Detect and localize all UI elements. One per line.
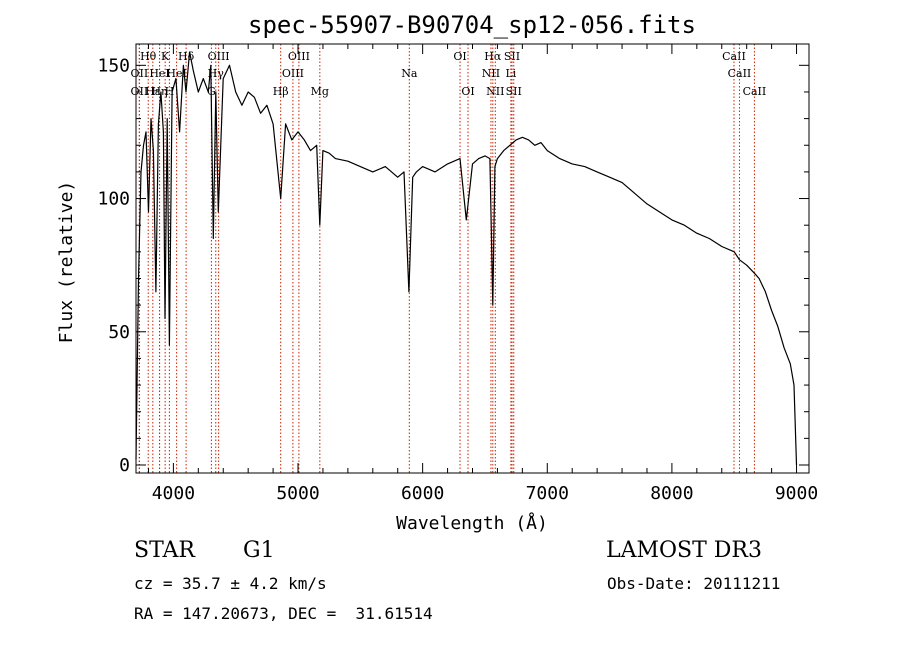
marker-label-6: K — [161, 50, 170, 63]
chart-title: spec-55907-B90704_sp12-056.fits — [248, 11, 696, 39]
marker-label-22: NII — [486, 85, 504, 98]
y-axis-label: Flux (relative) — [56, 181, 77, 344]
marker-label-14: OIII — [288, 50, 310, 63]
marker-label-28: CaII — [743, 85, 767, 98]
marker-label-19: OI — [461, 85, 474, 98]
x-tick-label-3: 7000 — [526, 483, 569, 504]
marker-label-23: SII — [504, 50, 520, 63]
marker-label-27: CaII — [728, 67, 752, 80]
marker-label-24: Li — [505, 67, 516, 80]
marker-label-26: CaII — [722, 50, 746, 63]
y-tick-label-2: 100 — [97, 189, 130, 210]
marker-label-3: Hε — [145, 85, 161, 98]
marker-label-15: OIII — [282, 67, 304, 80]
marker-label-10: OIII — [208, 50, 230, 63]
marker-label-0: Hθ — [140, 50, 157, 63]
y-tick-label-3: 150 — [97, 55, 130, 76]
survey-name: LAMOST DR3 — [606, 538, 762, 563]
marker-label-18: OI — [453, 50, 466, 63]
x-tick-label-4: 8000 — [650, 483, 693, 504]
observation-date: Obs-Date: 20111211 — [607, 574, 781, 593]
axes: 4000 5000 6000 7000 8000 9000 0 50 100 150 — [97, 44, 818, 504]
x-axis-label: Wavelength (Å) — [396, 512, 548, 534]
spectrum-line — [135, 51, 798, 466]
object-subclass: G1 — [243, 538, 275, 563]
y-tick-label-1: 50 — [108, 322, 130, 343]
x-tick-label-0: 4000 — [152, 483, 195, 504]
y-tick-label-0: 0 — [119, 455, 130, 476]
plot-frame — [135, 43, 810, 474]
coordinates: RA = 147.20673, DEC = 31.61514 — [134, 604, 433, 623]
marker-label-20: Hα — [484, 50, 502, 63]
object-class: STAR — [134, 538, 195, 563]
marker-label-9: HeI — [166, 67, 186, 80]
marker-label-25: SII — [506, 85, 522, 98]
x-tick-label-1: 5000 — [276, 483, 319, 504]
marker-label-16: Mg — [311, 85, 329, 98]
marker-label-8: Hδ — [178, 50, 195, 63]
redshift-velocity: cz = 35.7 ± 4.2 km/s — [134, 574, 327, 593]
marker-label-17: Na — [401, 67, 418, 80]
marker-label-4: Hη — [151, 85, 167, 98]
spectrum-series — [135, 51, 798, 466]
x-tick-label-2: 6000 — [401, 483, 444, 504]
marker-label-7: H — [165, 85, 175, 98]
marker-label-21: NII — [482, 67, 500, 80]
marker-label-13: Hβ — [273, 85, 289, 98]
x-tick-label-5: 9000 — [775, 483, 818, 504]
